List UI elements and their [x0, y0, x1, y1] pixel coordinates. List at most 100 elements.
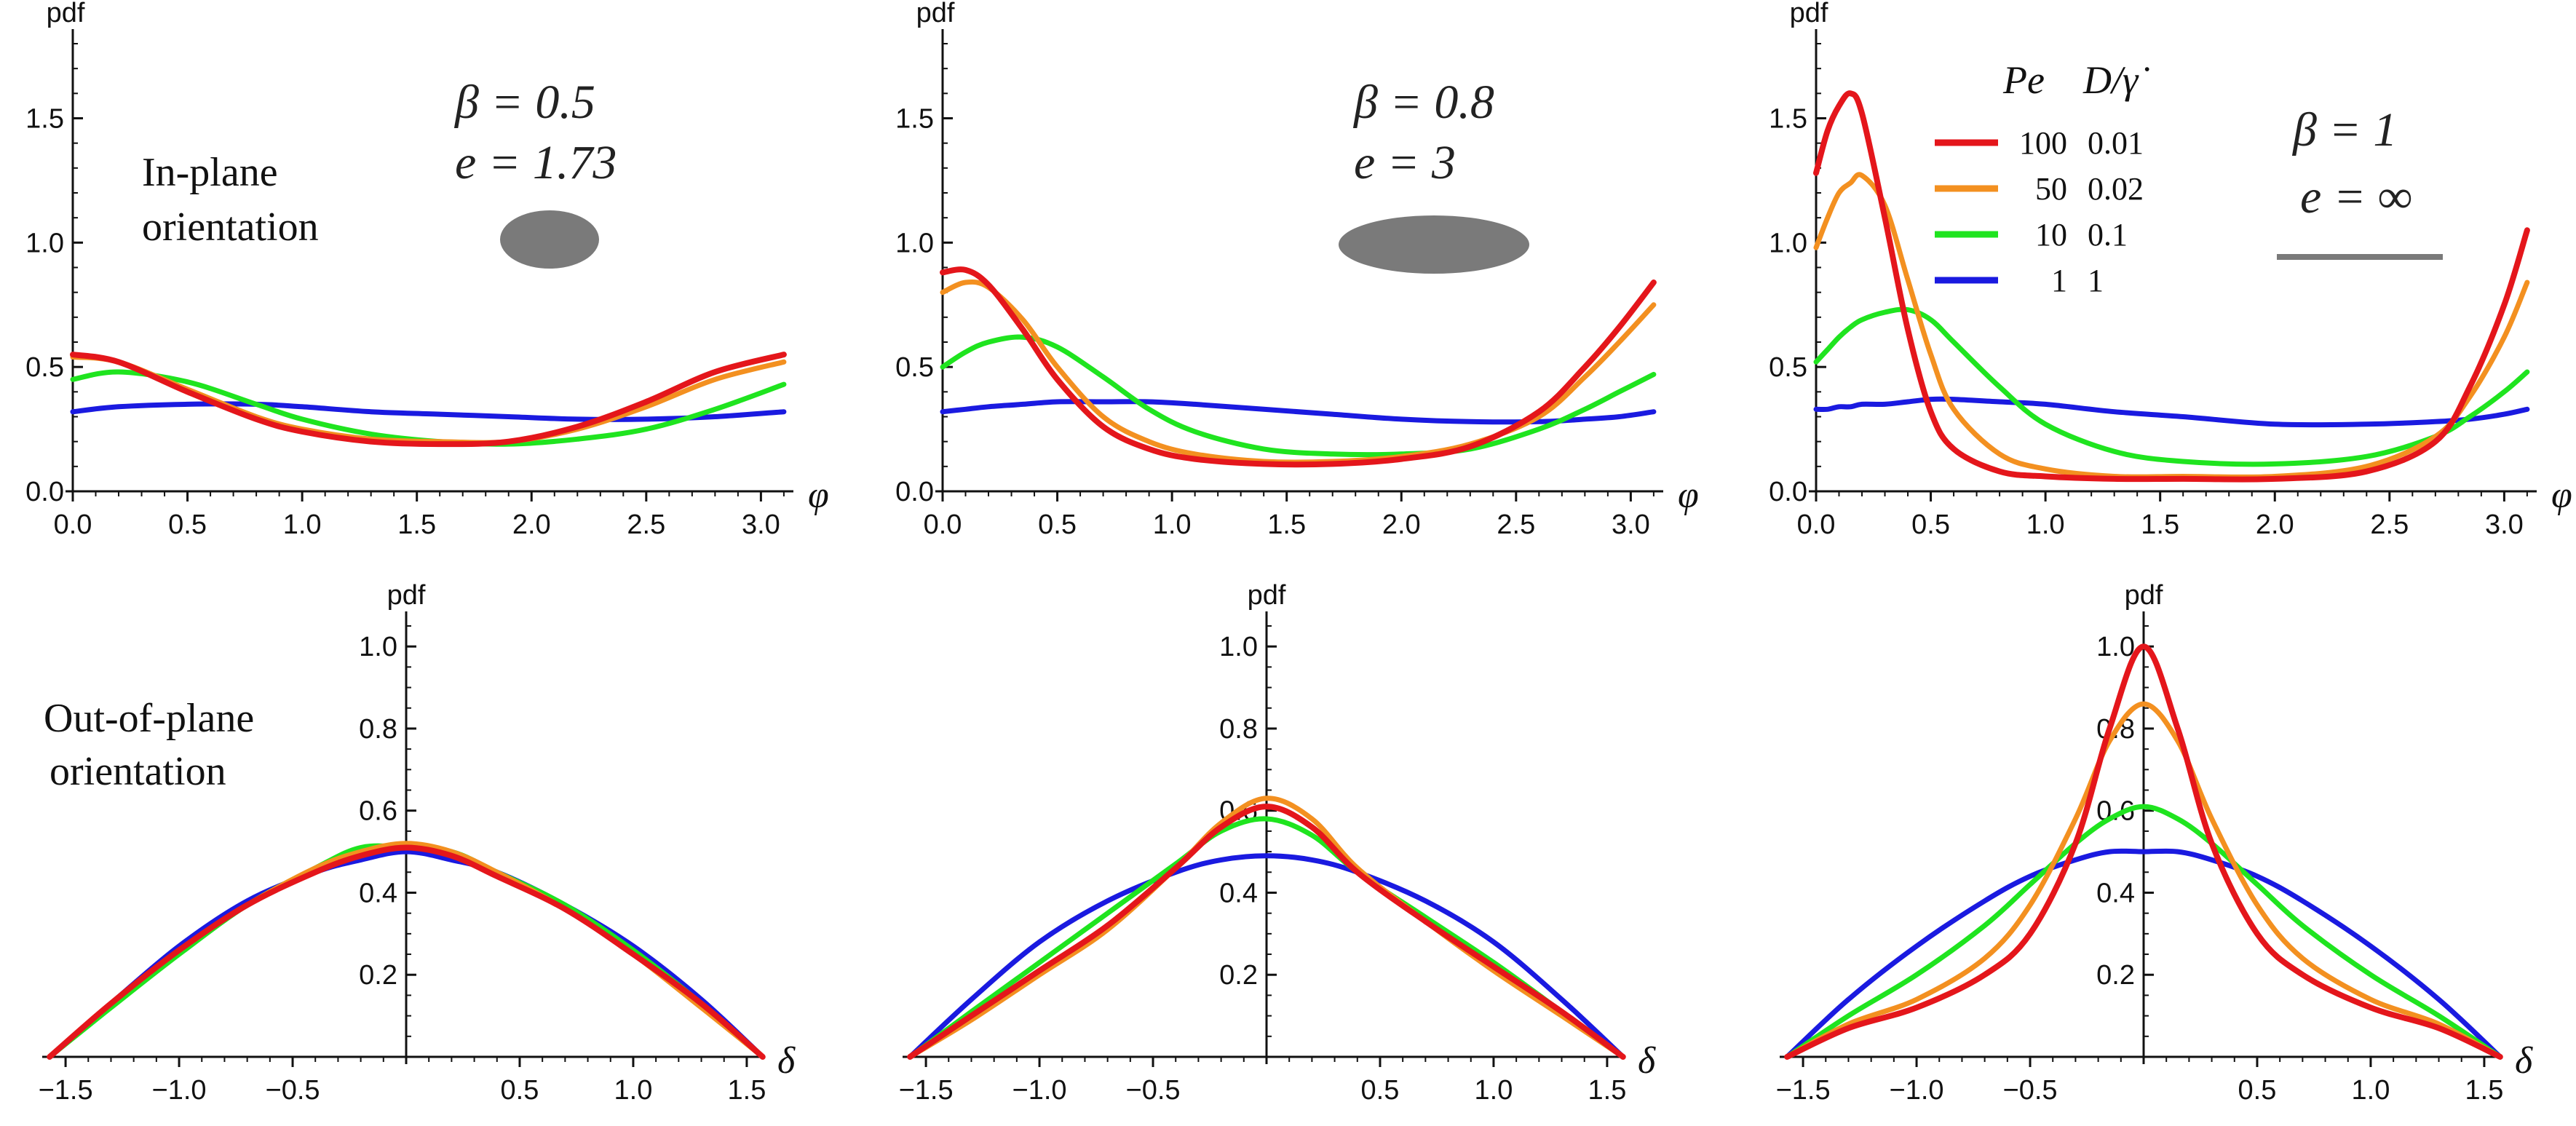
series-line-pe-100: [907, 804, 1626, 1060]
e-label-panel1: e = 1.73: [455, 136, 617, 189]
beta-label-panel3: β = 1: [2291, 103, 2397, 156]
x-tick-label: 1.0: [283, 510, 322, 540]
y-axis-title: pdf: [47, 0, 85, 28]
x-tick-label: 1.5: [2141, 510, 2179, 540]
shape-ellipse-small: [500, 210, 599, 269]
x-tick-label: 1.0: [2026, 510, 2065, 540]
x-tick-label: 0.5: [1361, 1075, 1400, 1106]
series-line-pe-50: [907, 796, 1626, 1060]
beta-label-panel1: β = 0.5: [453, 76, 595, 129]
shape-ellipse-long: [1339, 215, 1529, 274]
e-label-panel2: e = 3: [1354, 136, 1456, 189]
series-line-pe-1: [1784, 848, 2503, 1060]
x-tick-label: 0.5: [501, 1075, 539, 1106]
y-tick-label: 1.5: [1769, 104, 1807, 135]
x-tick-label: −0.5: [1126, 1075, 1181, 1106]
x-axis-title: δ: [1638, 1040, 1656, 1082]
series-line-pe-1: [47, 849, 766, 1060]
chart-panel-bottom-0: −1.5 −1.0 −0.5 0.5 1.0 1.5 0.2 0.4 0.6 0.8 1.0 pdf δ: [39, 580, 796, 1106]
series-line-pe-50: [70, 354, 787, 445]
chart-panel-top-1: 0.0 0.5 1.0 1.5 2.0 2.5 3.0 0.0 0.5 1.0 1.5 pdf φ: [895, 0, 1699, 540]
x-tick-label: 1.5: [397, 510, 436, 540]
y-tick-label: 0.5: [895, 352, 934, 383]
legend-d-value: 1: [2088, 263, 2104, 298]
legend: Pe D/γ̇ 100 0.01 50 0.02 10 0.1 1 1: [1935, 58, 2149, 298]
y-tick-label: 0.0: [25, 477, 64, 507]
x-tick-label: 0.0: [1797, 510, 1836, 540]
series-line-pe-1: [70, 401, 787, 422]
out-of-plane-label-line2: orientation: [49, 749, 226, 794]
x-tick-label: −1.5: [1776, 1075, 1831, 1106]
x-tick-label: 2.5: [1497, 510, 1535, 540]
chart-panels: 0.0 0.5 1.0 1.5 2.0 2.5 3.0 0.0 0.5 1.0 1.5 pdf φ 0.0…: [25, 0, 2572, 1106]
legend-d-value: 0.1: [2088, 217, 2128, 253]
y-tick-label: 1.0: [25, 228, 64, 258]
series-line-pe-50: [1813, 172, 2530, 480]
x-tick-label: 0.5: [1911, 510, 1950, 540]
y-tick-label: 0.5: [25, 352, 64, 383]
y-tick-label: 0.6: [359, 796, 397, 827]
x-tick-label: 1.5: [728, 1075, 766, 1106]
y-tick-label: 0.2: [359, 960, 397, 991]
x-tick-label: −0.5: [2003, 1075, 2058, 1106]
series-line-pe-10: [907, 816, 1626, 1060]
x-axis-title: φ: [1678, 475, 1699, 516]
y-tick-label: 0.2: [1219, 960, 1258, 991]
legend-pe-value: 100: [2019, 125, 2067, 161]
x-tick-label: 2.0: [2256, 510, 2294, 540]
y-tick-label: 0.8: [359, 714, 397, 745]
x-tick-label: 1.5: [1588, 1075, 1627, 1106]
series-line-pe-10: [1784, 804, 2503, 1060]
y-tick-label: 1.0: [895, 228, 934, 258]
x-tick-label: 3.0: [742, 510, 780, 540]
series-line-pe-100: [1784, 643, 2503, 1060]
y-axis-title: pdf: [2125, 580, 2163, 611]
y-tick-label: 0.4: [1219, 878, 1258, 908]
y-axis-title: pdf: [1248, 580, 1286, 611]
x-tick-label: −1.0: [1012, 1075, 1067, 1106]
x-tick-label: 3.0: [1612, 510, 1650, 540]
legend-head-d: D/γ̇: [2082, 58, 2149, 102]
x-tick-label: −1.5: [39, 1075, 93, 1106]
in-plane-label-line1: In-plane: [142, 150, 278, 195]
y-tick-label: 0.5: [1769, 352, 1807, 383]
y-tick-label: 1.5: [25, 104, 64, 135]
y-tick-label: 1.0: [1769, 228, 1807, 258]
x-tick-label: 0.5: [1038, 510, 1077, 540]
y-tick-label: 1.5: [895, 104, 934, 135]
x-tick-label: −0.5: [266, 1075, 320, 1106]
x-axis-title: δ: [777, 1040, 796, 1082]
x-tick-label: 1.5: [2465, 1075, 2504, 1106]
y-tick-label: 0.0: [895, 477, 934, 507]
series-line-pe-100: [940, 266, 1657, 468]
legend-pe-value: 50: [2035, 171, 2067, 207]
legend-pe-value: 10: [2035, 217, 2067, 253]
x-tick-label: 0.0: [924, 510, 962, 540]
x-tick-label: 3.0: [2485, 510, 2524, 540]
out-of-plane-label-line1: Out-of-plane: [44, 696, 254, 741]
e-label-panel3: e = ∞: [2300, 170, 2412, 223]
x-tick-label: 2.5: [627, 510, 665, 540]
series-line-pe-10: [70, 369, 787, 447]
y-axis-title: pdf: [916, 0, 955, 28]
y-tick-label: 1.0: [359, 632, 397, 662]
x-axis-title: δ: [2515, 1040, 2533, 1082]
x-tick-label: 2.0: [1382, 510, 1421, 540]
x-tick-label: 2.5: [2370, 510, 2409, 540]
y-axis-title: pdf: [387, 580, 426, 611]
legend-d-value: 0.02: [2088, 171, 2144, 207]
x-tick-label: 0.5: [168, 510, 207, 540]
x-tick-label: 0.5: [2238, 1075, 2277, 1106]
series-line-pe-100: [70, 352, 787, 448]
series-line-pe-10: [940, 334, 1657, 458]
y-tick-label: 0.2: [2096, 960, 2135, 991]
x-tick-label: −1.0: [152, 1075, 207, 1106]
series-line-pe-50: [1784, 701, 2503, 1060]
x-axis-title: φ: [808, 475, 829, 516]
x-tick-label: −1.0: [1890, 1075, 1944, 1106]
y-tick-label: 1.0: [2096, 632, 2135, 662]
x-tick-label: 2.0: [512, 510, 551, 540]
